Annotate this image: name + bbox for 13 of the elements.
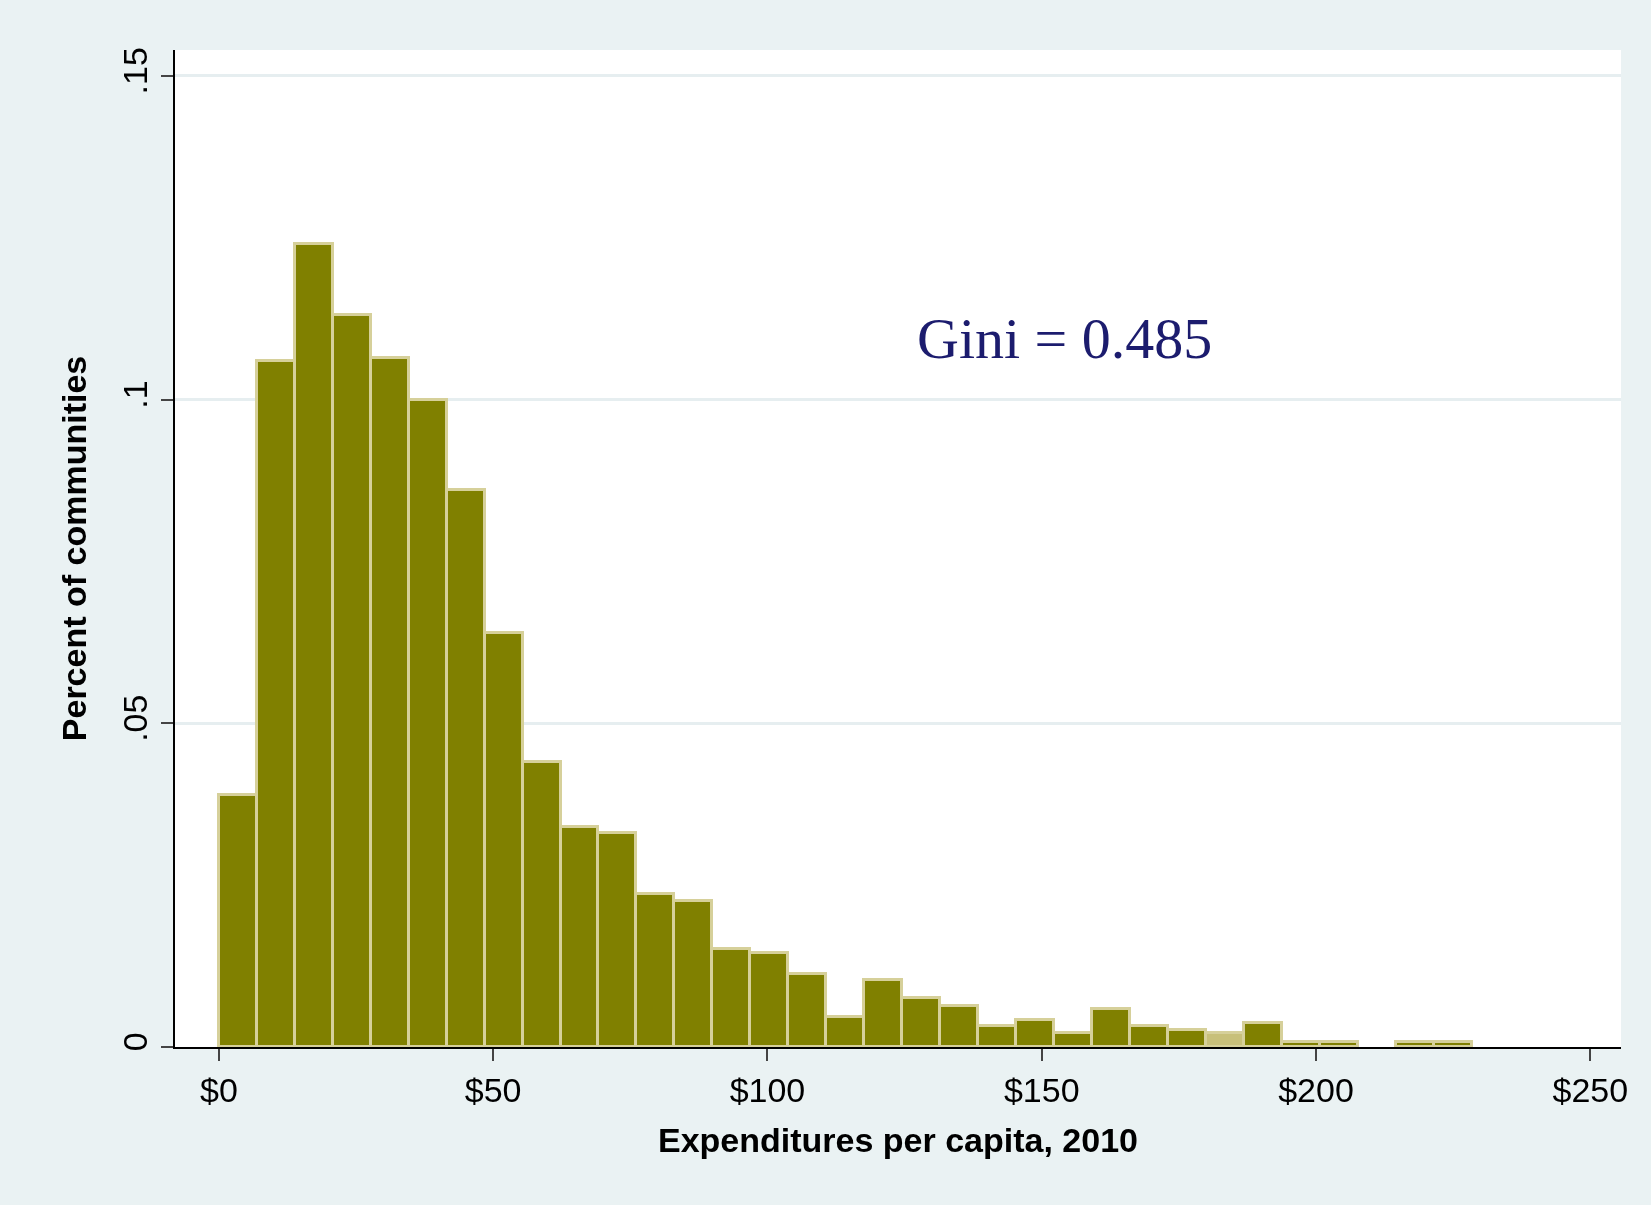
x-tick-label: $100: [729, 1070, 806, 1109]
x-tick-label: $250: [1552, 1070, 1629, 1109]
y-tick-label: .15: [116, 47, 155, 95]
x-axis-title: Expenditures per capita, 2010: [658, 1120, 1138, 1159]
x-tick-label: $0: [199, 1070, 238, 1109]
y-axis-title: Percent of communities: [54, 355, 93, 742]
x-tick-label: $50: [464, 1070, 522, 1109]
y-tick-label: 0: [116, 1032, 155, 1052]
annotation: Gini = 0.485: [917, 306, 1213, 371]
x-tick-label: $200: [1278, 1070, 1354, 1109]
y-tick-label: .1: [116, 380, 155, 409]
y-tick-label: .05: [116, 694, 155, 742]
x-tick-label: $150: [1003, 1070, 1080, 1109]
